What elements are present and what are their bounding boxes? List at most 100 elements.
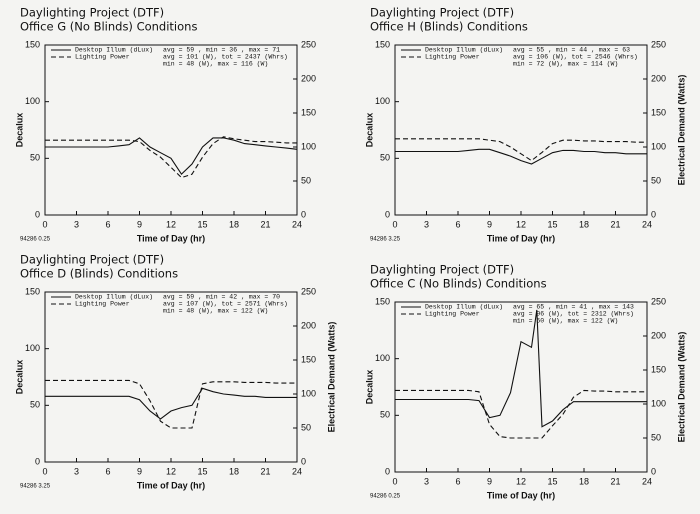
legend-stats: avg = 55 , min = 44 , max = 63 xyxy=(513,47,630,54)
x-tick-label: 3 xyxy=(424,476,429,486)
legend-label: Lighting Power xyxy=(425,311,480,318)
series-line xyxy=(395,309,647,428)
y-tick-label: 100 xyxy=(25,96,40,106)
y2-tick-label: 150 xyxy=(301,107,316,117)
x-tick-label: 12 xyxy=(166,219,176,229)
plot-frame xyxy=(44,44,298,216)
y-axis-label: Decalux xyxy=(14,113,24,148)
y2-tick-label: 50 xyxy=(651,175,661,185)
y-tick-label: 0 xyxy=(35,456,40,466)
y2-tick-label: 100 xyxy=(301,141,316,151)
y-tick-label: 100 xyxy=(375,353,390,363)
y-tick-label: 0 xyxy=(385,209,390,219)
x-tick-label: 15 xyxy=(547,476,557,486)
chart: Daylighting Project (DTF)Office G (No Bl… xyxy=(14,6,316,244)
legend-stats: min = 48 (W), max = 116 (W) xyxy=(163,61,268,68)
y2-tick-label: 200 xyxy=(651,330,666,340)
chart-title: Daylighting Project (DTF) xyxy=(20,253,164,267)
legend-stats: avg = 106 (W), tot = 2546 (Whrs) xyxy=(513,54,638,61)
legend-stats: min = 50 (W), max = 122 (W) xyxy=(513,318,618,325)
y-tick-label: 50 xyxy=(380,153,390,163)
x-tick-label: 18 xyxy=(229,219,239,229)
x-tick-label: 12 xyxy=(516,219,526,229)
footnote: 94286 3.25 xyxy=(20,484,51,490)
series-line xyxy=(395,138,647,162)
y-tick-label: 0 xyxy=(385,466,390,476)
legend-stats: avg = 59 , min = 36 , max = 71 xyxy=(163,47,280,54)
x-tick-label: 21 xyxy=(260,466,270,476)
x-tick-label: 21 xyxy=(610,476,620,486)
y2-tick-label: 100 xyxy=(301,388,316,398)
plot-frame xyxy=(394,44,648,216)
y2-tick-label: 150 xyxy=(301,354,316,364)
chart-subtitle: Office C (No Blinds) Conditions xyxy=(370,277,547,291)
chart: Daylighting Project (DTF)Office C (No Bl… xyxy=(364,263,686,501)
series-line xyxy=(395,148,647,165)
plot-frame xyxy=(44,291,298,463)
x-tick-label: 9 xyxy=(137,466,142,476)
y-tick-label: 50 xyxy=(380,410,390,420)
legend-stats: avg = 101 (W), tot = 2437 (Whrs) xyxy=(163,54,288,61)
x-tick-label: 18 xyxy=(229,466,239,476)
x-tick-label: 18 xyxy=(579,476,589,486)
x-tick-label: 24 xyxy=(642,476,652,486)
series-line xyxy=(45,137,298,176)
x-tick-label: 9 xyxy=(487,219,492,229)
chart-subtitle: Office H (Blinds) Conditions xyxy=(370,20,528,34)
y-tick-label: 50 xyxy=(30,400,40,410)
y2-tick-label: 0 xyxy=(301,456,306,466)
x-tick-label: 6 xyxy=(455,476,460,486)
x-tick-label: 0 xyxy=(42,466,47,476)
y-axis-label: Decalux xyxy=(14,360,24,395)
y-tick-label: 150 xyxy=(375,39,390,49)
y2-tick-label: 50 xyxy=(301,422,311,432)
chart: Daylighting Project (DTF)Office H (Blind… xyxy=(364,6,686,244)
legend-stats: avg = 59 , min = 42 , max = 70 xyxy=(163,294,280,301)
x-axis-label: Time of Day (hr) xyxy=(487,233,555,243)
legend-stats: avg = 107 (W), tot = 2571 (Whrs) xyxy=(163,301,288,308)
y2-axis-label: Electrical Demand (Watts) xyxy=(326,322,336,433)
y2-tick-label: 250 xyxy=(651,296,666,306)
y-tick-label: 150 xyxy=(25,286,40,296)
y-axis-label: Decalux xyxy=(364,370,374,405)
x-tick-label: 0 xyxy=(392,476,397,486)
x-tick-label: 21 xyxy=(610,219,620,229)
x-tick-label: 6 xyxy=(455,219,460,229)
y2-tick-label: 200 xyxy=(301,320,316,330)
footnote: 94286 0.25 xyxy=(20,237,51,243)
chart: Daylighting Project (DTF)Office D (Blind… xyxy=(14,253,336,491)
y-axis-label: Decalux xyxy=(364,113,374,148)
y2-tick-label: 200 xyxy=(301,73,316,83)
x-tick-label: 21 xyxy=(260,219,270,229)
series-line xyxy=(45,379,297,429)
y2-tick-label: 100 xyxy=(651,398,666,408)
x-tick-label: 6 xyxy=(105,219,110,229)
x-tick-label: 24 xyxy=(292,466,302,476)
legend-label: Desktop Illum (dLux) xyxy=(425,304,503,311)
y2-tick-label: 150 xyxy=(651,364,666,374)
chart-title: Daylighting Project (DTF) xyxy=(370,263,514,277)
x-tick-label: 3 xyxy=(74,466,79,476)
x-tick-label: 15 xyxy=(197,219,207,229)
y2-tick-label: 250 xyxy=(301,286,316,296)
x-tick-label: 3 xyxy=(424,219,429,229)
chart-subtitle: Office D (Blinds) Conditions xyxy=(20,267,178,281)
y-tick-label: 0 xyxy=(35,209,40,219)
footnote: 94286 0.25 xyxy=(370,494,401,500)
y2-axis-label: Electrical Demand (Watts) xyxy=(676,75,686,186)
y-tick-label: 100 xyxy=(375,96,390,106)
x-tick-label: 3 xyxy=(74,219,79,229)
legend-label: Lighting Power xyxy=(75,54,130,61)
legend-stats: avg = 96 (W), tot = 2312 (Whrs) xyxy=(513,311,634,318)
legend-label: Desktop Illum (dLux) xyxy=(75,47,153,54)
legend-stats: min = 72 (W), max = 114 (W) xyxy=(513,61,618,68)
plot-frame xyxy=(394,301,648,473)
legend-label: Lighting Power xyxy=(75,301,130,308)
y2-tick-label: 250 xyxy=(651,39,666,49)
chart-title: Daylighting Project (DTF) xyxy=(370,6,514,20)
chart-title: Daylighting Project (DTF) xyxy=(20,6,164,20)
x-tick-label: 18 xyxy=(579,219,589,229)
y2-tick-label: 200 xyxy=(651,73,666,83)
y2-tick-label: 0 xyxy=(651,466,656,476)
